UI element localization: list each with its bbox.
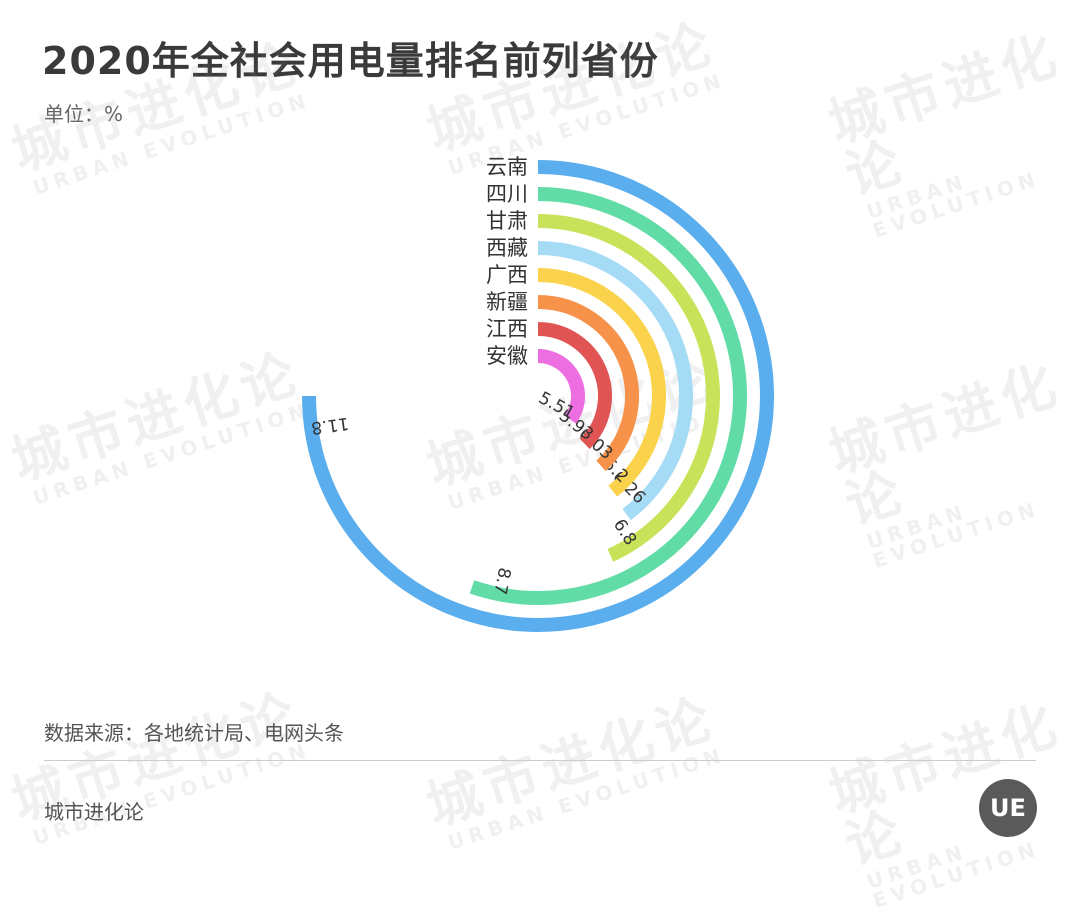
radial-bar-cat-0 <box>302 160 774 632</box>
radial-bar-cat-7 <box>537 349 585 424</box>
category-label-cat-4: 广西 <box>486 263 528 287</box>
category-label-cat-6: 江西 <box>486 317 528 341</box>
radial-bar-cat-6 <box>537 322 612 449</box>
radial-bar-cat-1 <box>469 187 747 605</box>
unit-label: 单位：% <box>44 102 124 126</box>
chart-title: 2020年全社会用电量排名前列省份 <box>42 39 659 83</box>
radial-bar-cat-2 <box>537 214 720 562</box>
category-label-cat-2: 甘肃 <box>486 209 528 233</box>
footer-brand: 城市进化论 <box>44 800 144 824</box>
category-label-cat-5: 新疆 <box>486 290 528 314</box>
category-label-cat-7: 安徽 <box>486 344 528 368</box>
category-label-cat-3: 西藏 <box>486 236 528 260</box>
radial-bar-chart: 云南11.8四川8.7甘肃6.8西藏6.26广西6.2新疆6.03江西5.93安… <box>302 155 774 632</box>
category-label-cat-1: 四川 <box>486 182 528 206</box>
brand-logo: UE <box>979 779 1037 837</box>
radial-bar-cat-4 <box>537 268 666 497</box>
footer-divider <box>44 760 1036 761</box>
radial-bar-cat-5 <box>537 295 639 472</box>
value-label-cat-1: 8.7 <box>489 566 514 596</box>
data-source: 数据来源：各地统计局、电网头条 <box>44 721 344 745</box>
category-label-cat-0: 云南 <box>486 155 528 179</box>
radial-bar-cat-3 <box>537 241 693 521</box>
